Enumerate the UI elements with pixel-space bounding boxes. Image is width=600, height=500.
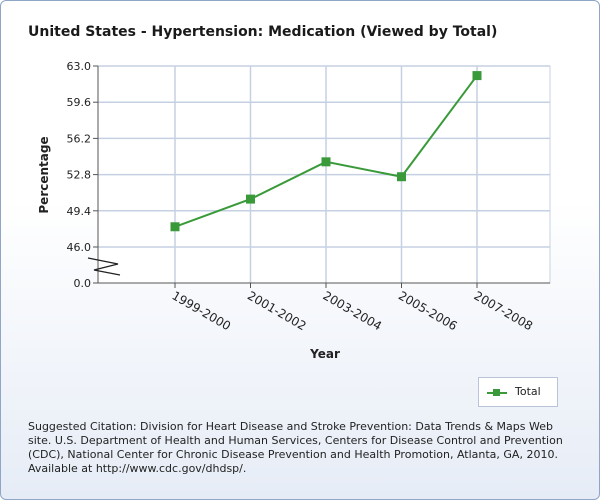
- y-axis-label: Percentage: [37, 136, 51, 213]
- series-markers: [170, 71, 482, 232]
- line-chart: 0.0 46.0 49.4 52.8 56.2 59.6 63.0 1999-2000 2001…: [37, 60, 551, 361]
- chart-title: United States - Hypertension: Medication…: [28, 24, 498, 40]
- y-tick-label: 59.6: [67, 96, 92, 109]
- y-tick-label: 52.8: [67, 169, 92, 182]
- y-tick-label: 56.2: [67, 132, 92, 145]
- x-tick-label: 2007-2008: [472, 288, 536, 333]
- data-point-marker: [246, 194, 255, 204]
- data-point-marker: [170, 222, 180, 232]
- y-tick-label: 49.4: [67, 205, 92, 218]
- x-tick-label: 2005-2006: [396, 288, 460, 333]
- x-tick-label: 2003-2004: [321, 288, 385, 333]
- data-point-marker: [397, 172, 406, 182]
- axes: [87, 65, 550, 288]
- x-tick-label: 2001-2002: [245, 288, 309, 333]
- x-tick-label: 1999-2000: [170, 288, 234, 333]
- y-tick-label: 46.0: [67, 241, 92, 254]
- legend: Total: [478, 377, 558, 407]
- citation-text: Suggested Citation: Division for Heart D…: [28, 420, 563, 475]
- y-tick-label: 0.0: [74, 277, 92, 290]
- axis-break-zigzag: [87, 257, 121, 276]
- x-axis-label: Year: [309, 347, 340, 361]
- y-tick-label: 63.0: [67, 60, 92, 73]
- grid-lines: [98, 65, 550, 283]
- data-point-marker: [321, 157, 331, 167]
- legend-label-total: Total: [515, 385, 541, 398]
- data-point-marker: [472, 71, 482, 81]
- legend-square-marker: [493, 389, 500, 396]
